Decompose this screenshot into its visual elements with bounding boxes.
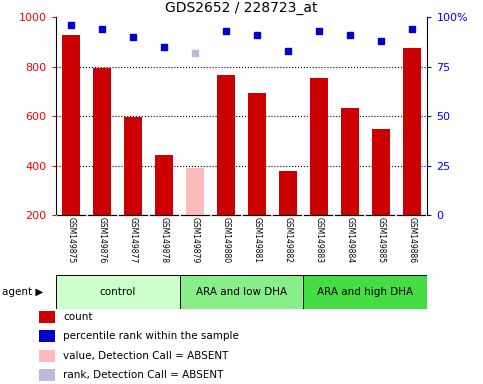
Text: GSM149882: GSM149882 xyxy=(284,217,293,263)
Text: percentile rank within the sample: percentile rank within the sample xyxy=(63,331,239,341)
Text: GSM149883: GSM149883 xyxy=(314,217,324,263)
Text: ARA and high DHA: ARA and high DHA xyxy=(317,287,413,297)
Text: ARA and low DHA: ARA and low DHA xyxy=(196,287,287,297)
Bar xyxy=(279,171,297,265)
Text: GSM149875: GSM149875 xyxy=(67,217,75,263)
Bar xyxy=(372,129,390,265)
Text: GSM149885: GSM149885 xyxy=(376,217,385,263)
Text: GSM149878: GSM149878 xyxy=(159,217,169,263)
Bar xyxy=(186,168,204,265)
Bar xyxy=(248,93,266,265)
Text: rank, Detection Call = ABSENT: rank, Detection Call = ABSENT xyxy=(63,370,224,380)
Bar xyxy=(39,330,55,342)
Bar xyxy=(56,275,180,309)
Bar xyxy=(155,155,173,265)
Bar xyxy=(124,118,142,265)
Text: value, Detection Call = ABSENT: value, Detection Call = ABSENT xyxy=(63,351,228,361)
Title: GDS2652 / 228723_at: GDS2652 / 228723_at xyxy=(165,1,318,15)
Text: GSM149877: GSM149877 xyxy=(128,217,138,263)
Text: GSM149884: GSM149884 xyxy=(345,217,355,263)
Text: GSM149879: GSM149879 xyxy=(190,217,199,263)
Text: control: control xyxy=(99,287,136,297)
Text: GSM149881: GSM149881 xyxy=(253,217,261,263)
Text: agent ▶: agent ▶ xyxy=(2,287,44,297)
Text: count: count xyxy=(63,311,93,322)
Bar xyxy=(310,78,328,265)
Bar xyxy=(303,275,427,309)
Text: GSM149880: GSM149880 xyxy=(222,217,230,263)
Text: GSM149886: GSM149886 xyxy=(408,217,416,263)
Bar xyxy=(39,369,55,381)
Bar xyxy=(62,35,80,265)
Bar xyxy=(403,48,421,265)
Bar xyxy=(341,108,359,265)
Bar xyxy=(39,349,55,362)
Text: GSM149876: GSM149876 xyxy=(98,217,107,263)
Bar xyxy=(180,275,303,309)
Bar xyxy=(39,311,55,323)
Bar xyxy=(93,68,112,265)
Bar xyxy=(217,75,235,265)
